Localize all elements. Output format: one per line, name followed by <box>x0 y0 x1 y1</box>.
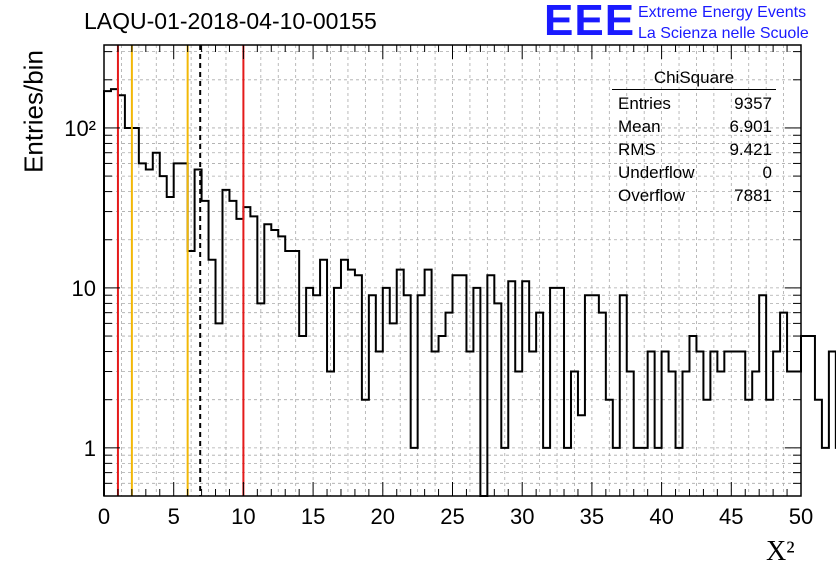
x-axis-label: X² <box>766 536 795 567</box>
stats-label: Overflow <box>618 186 686 205</box>
logo-text-line2: La Scienza nelle Scuole <box>638 25 809 42</box>
stats-row-rms: RMS 9.421 <box>612 138 776 161</box>
stats-value: 0 <box>762 163 772 182</box>
stats-label: RMS <box>618 140 656 159</box>
x-tick-label: 25 <box>440 504 464 529</box>
stats-value: 6.901 <box>729 117 772 136</box>
y-axis-label: Entries/bin <box>18 50 49 173</box>
stats-label: Underflow <box>618 163 695 182</box>
stats-row-overflow: Overflow 7881 <box>612 184 776 207</box>
x-tick-label: 45 <box>719 504 743 529</box>
x-tick-label: 0 <box>98 504 110 529</box>
y-tick-label: 10² <box>64 116 96 141</box>
x-tick-label: 10 <box>231 504 255 529</box>
stats-label: Entries <box>618 94 671 113</box>
stats-label: Mean <box>618 117 661 136</box>
stats-row-mean: Mean 6.901 <box>612 115 776 138</box>
chart-title: LAQU-01-2018-04-10-00155 <box>84 8 377 34</box>
x-tick-label: 35 <box>580 504 604 529</box>
stats-header: ChiSquare <box>612 68 776 90</box>
stats-value: 7881 <box>734 186 772 205</box>
histogram-outline <box>103 88 836 497</box>
stats-row-underflow: Underflow 0 <box>612 161 776 184</box>
y-tick-label: 10 <box>72 276 96 301</box>
logo-text-line1: Extreme Energy Events <box>638 4 807 21</box>
eee-logo: EEE <box>544 0 636 45</box>
x-tick-label: 40 <box>649 504 673 529</box>
x-tick-label: 5 <box>168 504 180 529</box>
x-tick-label: 30 <box>510 504 534 529</box>
stats-box: ChiSquare Entries 9357 Mean 6.901 RMS 9.… <box>612 68 776 207</box>
y-tick-label: 1 <box>84 436 96 461</box>
x-tick-label: 20 <box>371 504 395 529</box>
stats-value: 9.421 <box>729 140 772 159</box>
stats-value: 9357 <box>734 94 772 113</box>
stats-row-entries: Entries 9357 <box>612 92 776 115</box>
x-tick-label: 50 <box>789 504 813 529</box>
x-tick-label: 15 <box>301 504 325 529</box>
